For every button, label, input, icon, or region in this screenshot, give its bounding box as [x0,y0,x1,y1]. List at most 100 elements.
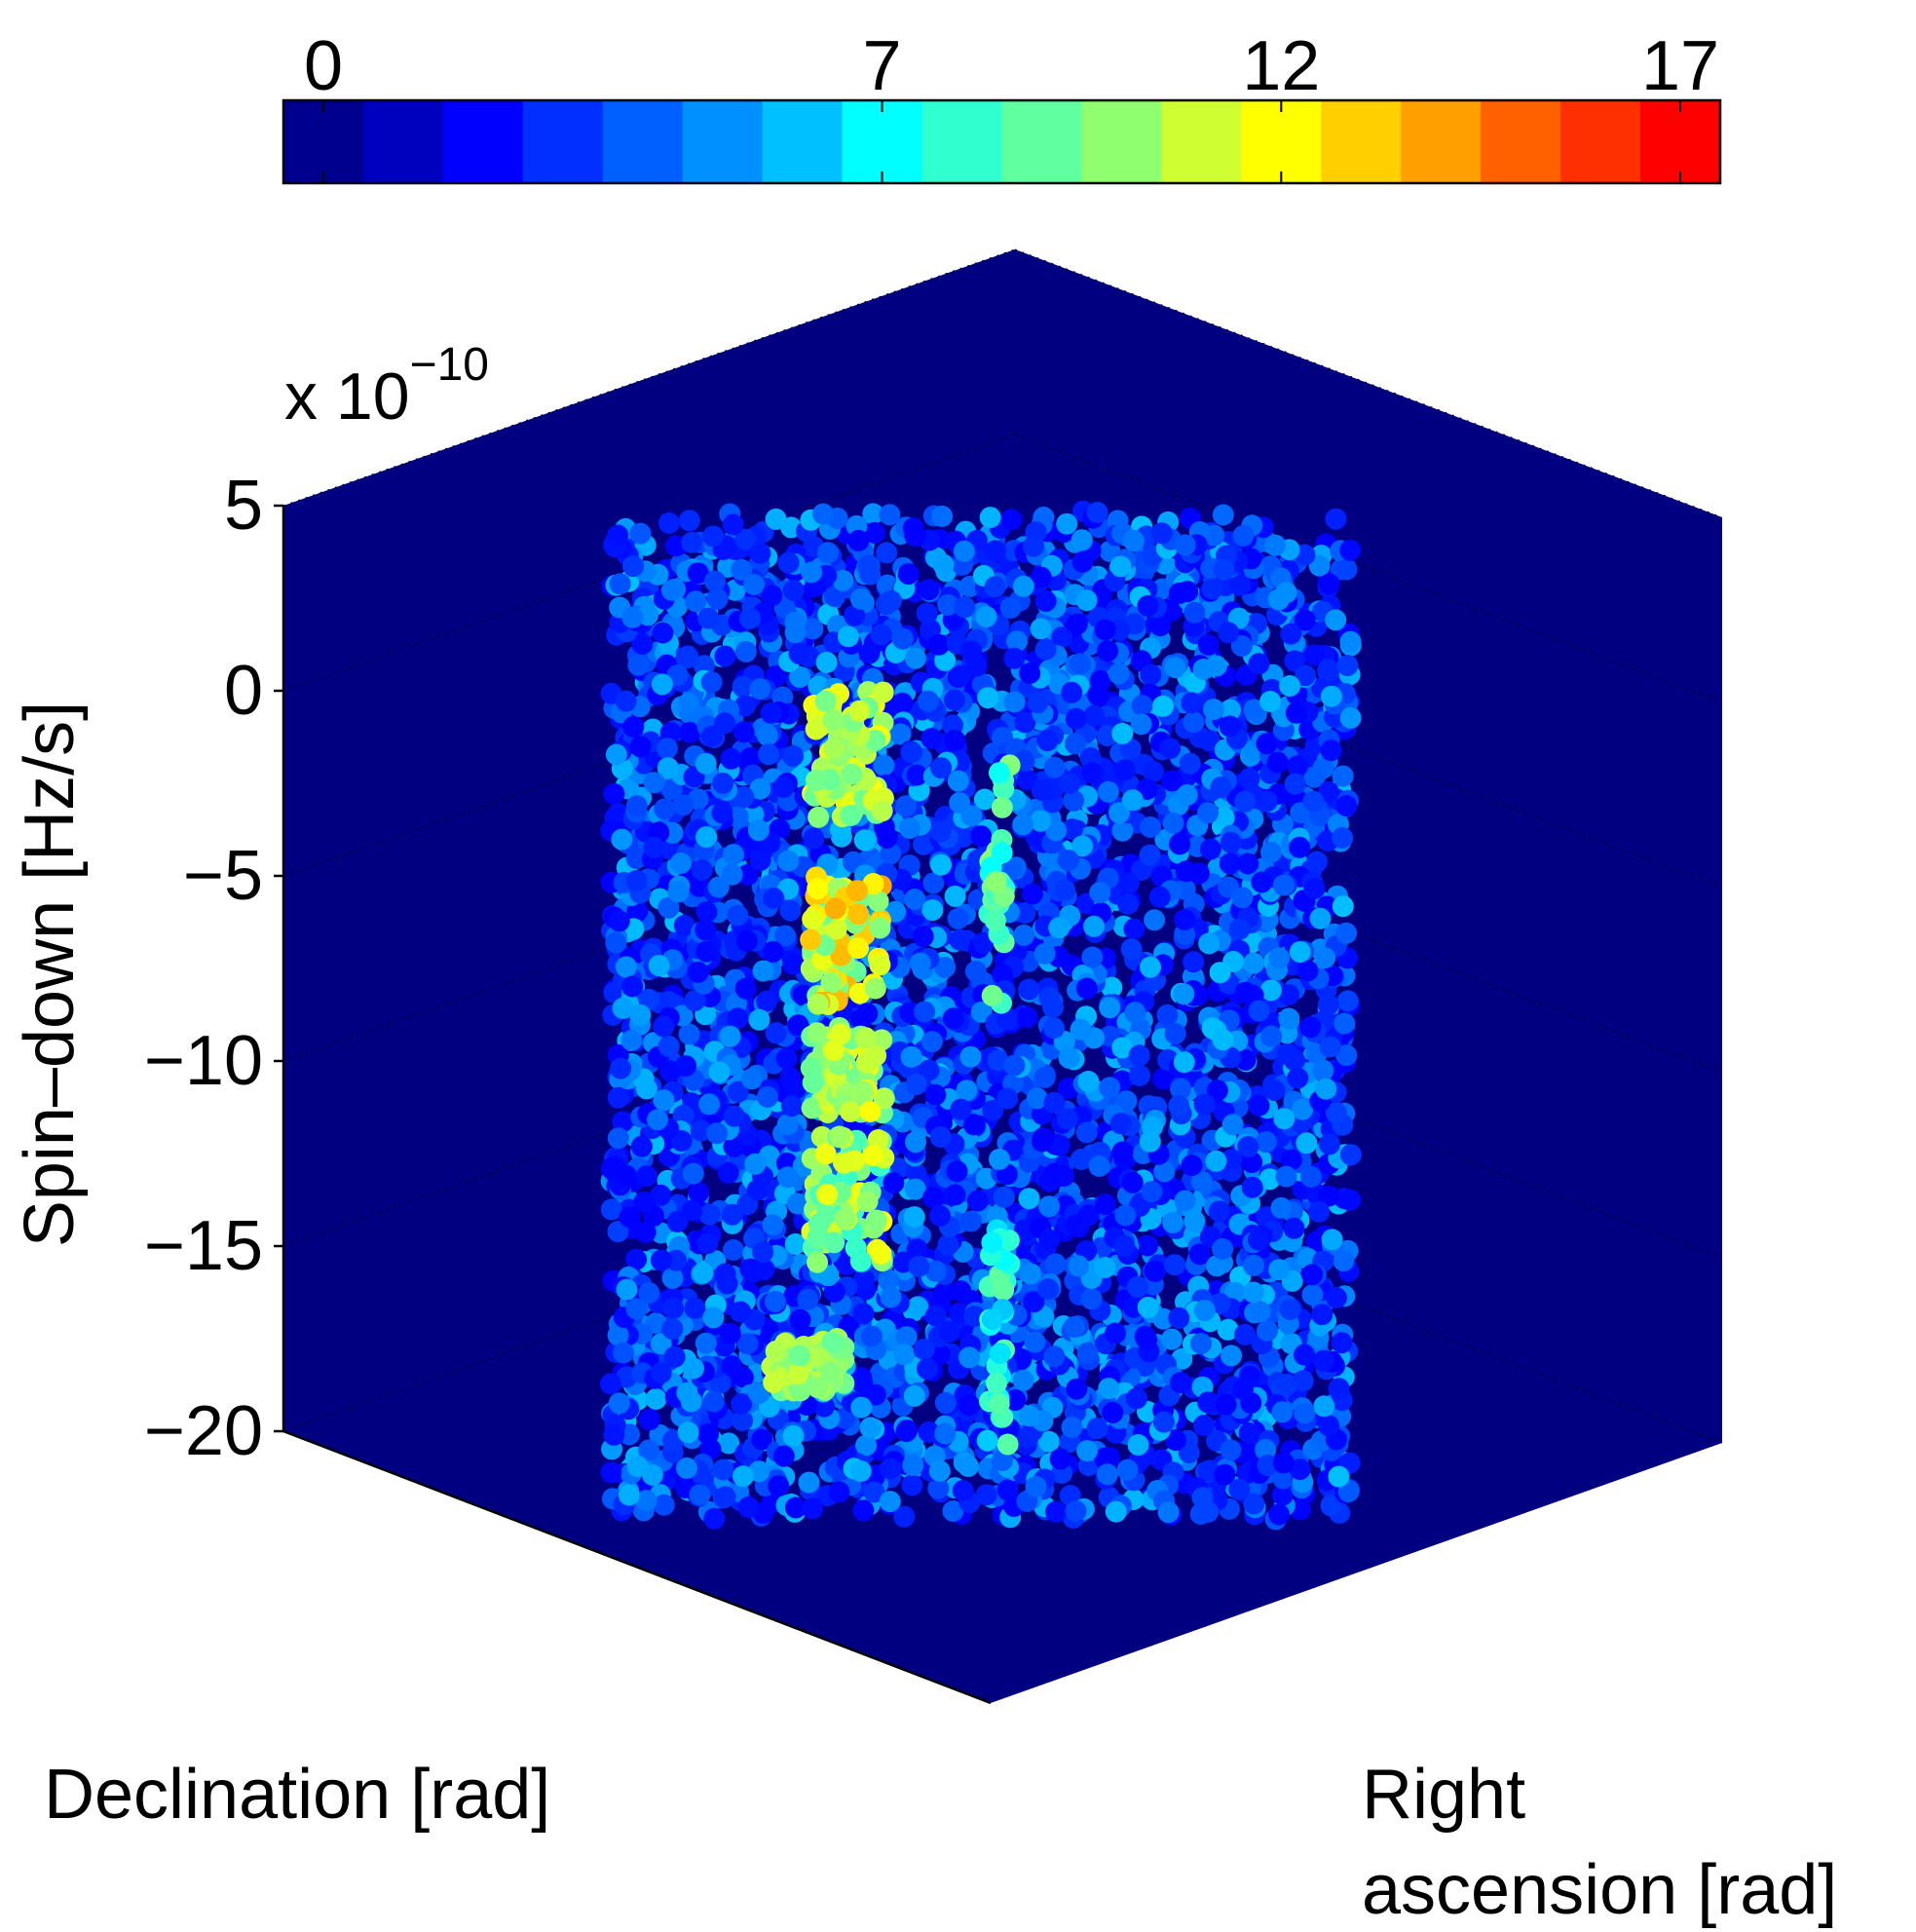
data-point [739,747,762,769]
data-point [823,1040,845,1062]
data-point [733,786,755,808]
data-point [862,1145,884,1166]
data-point [1038,1430,1060,1453]
data-point [716,1272,738,1295]
data-point [768,1475,790,1497]
data-point [1120,938,1143,961]
data-point [619,1206,641,1229]
data-point [765,1340,787,1362]
data-point [973,788,996,811]
data-point [852,1499,875,1522]
data-point [928,1459,951,1482]
data-point [900,741,922,764]
data-point [879,1491,901,1513]
data-point [1027,692,1049,714]
data-point [692,1262,714,1284]
data-point [929,1204,951,1227]
data-point [677,692,699,714]
data-point [808,806,830,828]
data-point [966,1190,989,1212]
data-point [744,1153,767,1175]
data-point [1198,730,1221,752]
data-point [1183,951,1205,973]
data-point [1086,1418,1108,1440]
data-point [1231,887,1254,909]
data-point [889,723,912,745]
data-point [830,944,852,966]
data-point [917,690,939,712]
data-point [615,1164,637,1187]
colorbar: 0 7 12 17 [282,27,1722,185]
data-point [629,1004,652,1026]
data-point [1220,1439,1242,1461]
data-point [765,1022,787,1044]
data-point [924,1305,947,1327]
data-point [1294,609,1316,631]
data-point [676,1457,697,1479]
data-point [1152,695,1174,717]
data-point [1301,1284,1324,1306]
data-point [814,690,837,712]
data-point [1285,701,1307,724]
data-point [1318,573,1340,595]
data-point [1325,609,1347,631]
data-point [853,829,876,852]
colorbar-cell [362,100,444,183]
data-point [927,1477,950,1499]
data-point [1339,1189,1362,1211]
data-point [656,738,678,760]
data-point [999,596,1022,619]
data-point [1030,618,1052,640]
data-point [914,1001,936,1023]
data-point [1325,1102,1347,1124]
data-point [1144,909,1166,931]
data-point [653,1494,675,1516]
data-point [608,910,630,932]
data-point [1260,841,1282,863]
data-point [1263,1080,1286,1101]
data-point [1064,1315,1085,1338]
data-point [960,640,983,663]
data-point [1241,1176,1263,1198]
data-point [873,1087,895,1110]
data-point [1113,759,1136,781]
data-point [695,826,718,849]
data-point [730,1301,752,1323]
data-point [946,1160,968,1183]
data-point [905,1131,926,1154]
data-point [1228,1478,1251,1500]
data-point [1043,1091,1066,1114]
data-point [695,1332,717,1354]
data-point [869,954,891,976]
data-point [996,1087,1019,1110]
data-point [989,762,1010,784]
data-point [723,844,744,866]
data-point [1066,613,1088,635]
data-point [1175,860,1197,883]
data-point [697,1423,720,1446]
data-point [780,1095,803,1118]
data-point [625,848,648,870]
data-point [859,1417,882,1439]
data-point [844,604,866,626]
data-point [959,1045,982,1068]
data-point [684,990,706,1011]
data-point [1228,918,1251,940]
data-point [956,1080,978,1102]
y-tick-label: −15 [144,1207,263,1285]
data-point [1238,1421,1260,1444]
data-point [1003,647,1026,669]
data-point [1012,1369,1034,1391]
data-point [1016,1006,1038,1029]
data-point [913,1338,935,1360]
data-point [1030,810,1052,832]
data-point [1289,941,1311,964]
data-point [920,728,943,749]
data-point [622,716,645,739]
data-point [607,1324,629,1346]
data-point [1335,795,1358,817]
data-point [1210,777,1232,799]
data-point [841,763,863,785]
data-point [789,1345,810,1367]
